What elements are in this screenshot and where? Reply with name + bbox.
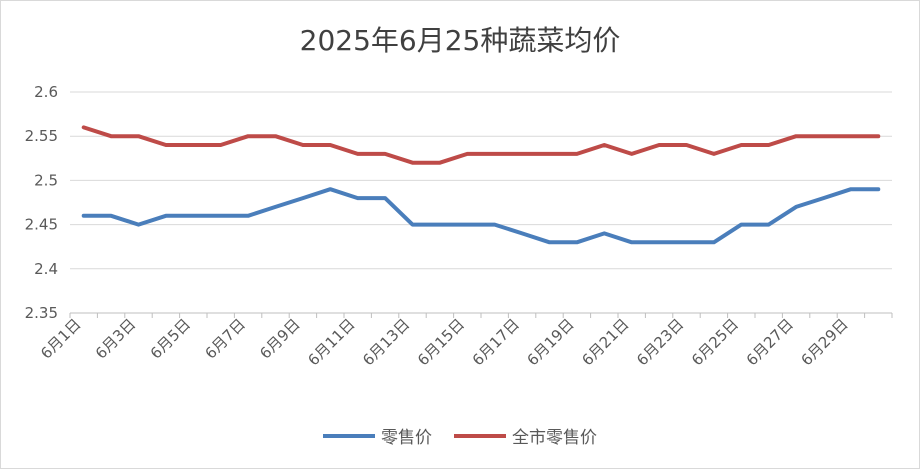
x-tick-label: 6月11日	[304, 315, 358, 369]
y-tick-label: 2.45	[25, 216, 58, 234]
legend-swatch-retail	[323, 433, 375, 438]
x-tick-label: 6月1日	[37, 315, 84, 362]
legend-label-city-retail: 全市零售价	[512, 428, 597, 448]
legend-swatch-city-retail	[454, 433, 506, 438]
y-tick-label: 2.6	[34, 83, 58, 101]
x-tick-label: 6月23日	[633, 315, 687, 369]
x-tick-label: 6月5日	[147, 315, 194, 362]
chart-title: 2025年6月25种蔬菜均价	[299, 24, 621, 57]
y-tick-label: 2.55	[25, 127, 58, 145]
x-tick-label: 6月19日	[524, 315, 578, 369]
legend-item-city-retail: 全市零售价	[454, 423, 597, 448]
series-line-0	[81, 187, 881, 245]
x-tick-label: 6月17日	[469, 315, 523, 369]
x-tick-label: 6月9日	[256, 315, 303, 362]
y-tick-label: 2.5	[34, 171, 58, 189]
y-tick-label: 2.4	[34, 260, 58, 278]
x-tick-label: 6月3日	[92, 315, 139, 362]
y-tick-label: 2.35	[25, 304, 58, 322]
x-tick-label: 6月7日	[201, 315, 248, 362]
x-tick-label: 6月27日	[743, 315, 797, 369]
legend: 零售价 全市零售价	[1, 423, 919, 448]
x-tick-label: 6月15日	[414, 315, 468, 369]
x-tick-label: 6月25日	[688, 315, 742, 369]
series-line-1	[81, 125, 881, 165]
x-tick-label: 6月21日	[578, 315, 632, 369]
x-tick-label: 6月13日	[359, 315, 413, 369]
legend-item-retail: 零售价	[323, 423, 432, 448]
x-tick-label: 6月29日	[798, 315, 852, 369]
legend-label-retail: 零售价	[381, 428, 432, 448]
